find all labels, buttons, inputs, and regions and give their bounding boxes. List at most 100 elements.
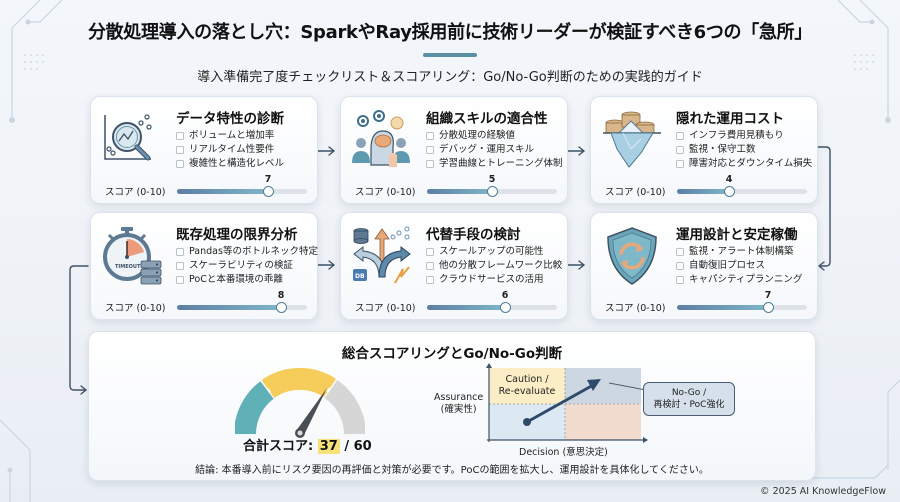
checklist: ボリュームと増加率 リアルタイム性要件 複雑性と構造化レベル	[176, 129, 284, 171]
copyright: © 2025 AI KnowledgeFlow	[760, 486, 886, 497]
total-score: 合計スコア: 37 / 60	[243, 439, 372, 454]
card-ops-design: 運用設計と安定稼働 監視・アラート体制構築 自動復旧プロセス キャパシティプラン…	[590, 212, 818, 320]
checklist-item[interactable]: 監視・保守工数	[676, 143, 812, 157]
score-label: スコア (0-10)	[105, 303, 166, 314]
checkbox[interactable]	[426, 146, 434, 154]
card-existing-limits: TIMEOUT 既存処理の限界分析 Pandas等のボトルネック特定 スケーラビ…	[90, 212, 318, 320]
checkbox[interactable]	[676, 248, 684, 256]
x-axis-label: Decision (意思決定)	[519, 447, 608, 458]
slider-knob[interactable]	[486, 186, 498, 197]
score-slider[interactable]: 7	[177, 174, 307, 197]
card-title: データ特性の診断	[176, 111, 284, 127]
checkbox[interactable]	[176, 132, 184, 140]
shield-refresh-icon	[607, 227, 657, 285]
team-skills-icon	[352, 110, 410, 167]
checklist-item[interactable]: 障害対応とダウンタイム損失	[676, 157, 812, 171]
checklist-item[interactable]: Pandas等のボトルネック特定	[176, 245, 318, 259]
checkbox[interactable]	[176, 262, 184, 270]
card-data-characteristics: データ特性の診断 ボリュームと増加率 リアルタイム性要件 複雑性と構造化レベル …	[90, 96, 318, 204]
checklist: 分散処理の経験値 デバッグ・運用スキル 学習曲線とトレーニング体制	[426, 129, 563, 171]
summary-title: 総合スコアリングとGo/No-Go判断	[341, 346, 563, 362]
checklist-item[interactable]: デバッグ・運用スキル	[426, 143, 563, 157]
checklist: Pandas等のボトルネック特定 スケーラビリティの検証 PoCと本番環境の乖離	[176, 245, 318, 287]
checklist-item[interactable]: 自動復旧プロセス	[676, 259, 802, 273]
score-value: 6	[501, 290, 509, 301]
checkbox[interactable]	[176, 248, 184, 256]
checklist-item[interactable]: クラウドサービスの活用	[426, 273, 562, 287]
checklist-item[interactable]: インフラ費用見積もり	[676, 129, 812, 143]
checklist-item[interactable]: スケーラビリティの検証	[176, 259, 318, 273]
card-alternatives: DB 代替手段の検討 スケールアップの可能性 他の分散フレームワーク比較 クラウ…	[340, 212, 568, 320]
summary-panel: 総合スコアリングとGo/No-Go判断 合計スコア: 37 / 60 Assur…	[88, 331, 816, 481]
slider-knob[interactable]	[499, 302, 511, 313]
stopwatch-timeout-icon: TIMEOUT	[103, 227, 162, 285]
checklist: 監視・アラート体制構築 自動復旧プロセス キャパシティプランニング	[676, 245, 802, 287]
score-value: 7	[764, 290, 772, 301]
score-value: 4	[725, 174, 733, 185]
checkbox[interactable]	[426, 132, 434, 140]
slider-knob[interactable]	[762, 302, 774, 313]
card-title: 運用設計と安定稼働	[676, 227, 798, 243]
score-label: スコア (0-10)	[605, 187, 666, 198]
checkbox[interactable]	[176, 160, 184, 168]
checkbox[interactable]	[426, 248, 434, 256]
slider-knob[interactable]	[262, 186, 274, 197]
quadrant-label-caution: Caution / Re-evaluate	[498, 374, 556, 397]
branching-arrows-icon: DB	[353, 226, 411, 284]
total-score-value: 37	[317, 439, 340, 454]
y-axis-label: Assurance (確実性)	[434, 392, 484, 415]
checkbox[interactable]	[176, 146, 184, 154]
slider-knob[interactable]	[275, 302, 287, 313]
score-slider[interactable]: 6	[427, 290, 557, 313]
no-go-callout: No-Go / 再検討・PoC強化	[643, 382, 735, 416]
slider-knob[interactable]	[723, 186, 735, 197]
score-slider[interactable]: 7	[677, 290, 807, 313]
checklist-item[interactable]: ボリュームと増加率	[176, 129, 284, 143]
score-slider[interactable]: 4	[677, 174, 807, 197]
card-title: 代替手段の検討	[426, 227, 521, 243]
checkbox[interactable]	[676, 160, 684, 168]
svg-text:DB: DB	[355, 273, 365, 280]
svg-text:TIMEOUT: TIMEOUT	[115, 264, 141, 270]
card-org-skills: 組織スキルの適合性 分散処理の経験値 デバッグ・運用スキル 学習曲線とトレーニン…	[340, 96, 568, 204]
checklist: スケールアップの可能性 他の分散フレームワーク比較 クラウドサービスの活用	[426, 245, 562, 287]
score-label: スコア (0-10)	[355, 187, 416, 198]
page-title: 分散処理導入の落とし穴：SparkやRay採用前に技術リーダーが検証すべき6つの…	[87, 22, 813, 43]
conclusion-text: 結論: 本番導入前にリスク要因の再評価と対策が必要です。PoCの範囲を拡大し、運…	[195, 465, 709, 476]
checklist-item[interactable]: リアルタイム性要件	[176, 143, 284, 157]
score-slider[interactable]: 8	[177, 290, 307, 313]
checkbox[interactable]	[426, 262, 434, 270]
checklist-item[interactable]: 学習曲線とトレーニング体制	[426, 157, 563, 171]
score-slider[interactable]: 5	[427, 174, 557, 197]
card-title: 既存処理の限界分析	[176, 227, 298, 243]
iceberg-coins-icon	[603, 111, 661, 168]
checklist-item[interactable]: 他の分散フレームワーク比較	[426, 259, 562, 273]
checkbox[interactable]	[676, 146, 684, 154]
page-subtitle: 導入準備完了度チェックリスト＆スコアリング：Go/No-Go判断のための実践的ガ…	[197, 70, 703, 85]
score-value: 8	[277, 290, 285, 301]
score-value: 5	[488, 174, 496, 185]
checkbox[interactable]	[676, 262, 684, 270]
checklist-item[interactable]: キャパシティプランニング	[676, 273, 802, 287]
score-label: スコア (0-10)	[605, 303, 666, 314]
checklist: インフラ費用見積もり 監視・保守工数 障害対応とダウンタイム損失	[676, 129, 812, 171]
score-value: 7	[264, 174, 272, 185]
score-label: スコア (0-10)	[105, 187, 166, 198]
card-title: 組織スキルの適合性	[426, 111, 548, 127]
checkbox[interactable]	[676, 132, 684, 140]
checklist-item[interactable]: スケールアップの可能性	[426, 245, 562, 259]
checkbox[interactable]	[426, 276, 434, 284]
checkbox[interactable]	[176, 276, 184, 284]
title-underline	[423, 53, 477, 57]
checklist-item[interactable]: 分散処理の経験値	[426, 129, 563, 143]
score-gauge	[235, 368, 365, 438]
checklist-item[interactable]: 複雑性と構造化レベル	[176, 157, 284, 171]
checklist-item[interactable]: 監視・アラート体制構築	[676, 245, 802, 259]
checkbox[interactable]	[426, 160, 434, 168]
checklist-item[interactable]: PoCと本番環境の乖離	[176, 273, 318, 287]
score-label: スコア (0-10)	[355, 303, 416, 314]
decision-matrix	[486, 363, 657, 443]
checkbox[interactable]	[676, 276, 684, 284]
card-title: 隠れた運用コスト	[676, 111, 784, 127]
card-hidden-costs: 隠れた運用コスト インフラ費用見積もり 監視・保守工数 障害対応とダウンタイム損…	[590, 96, 818, 204]
